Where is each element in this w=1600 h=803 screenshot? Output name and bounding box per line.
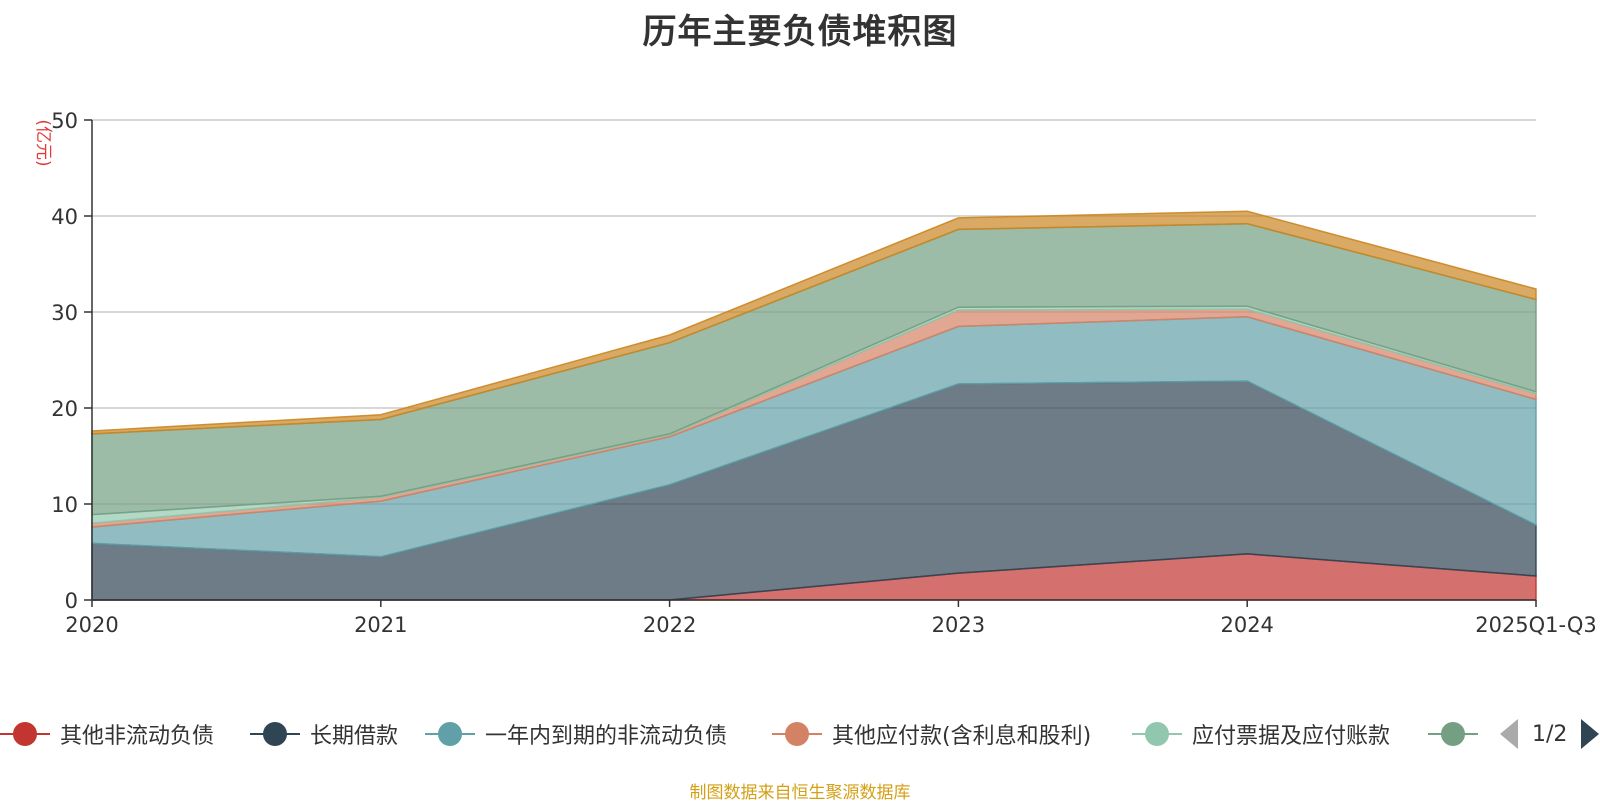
x-tick-label: 2025Q1-Q3: [1475, 613, 1597, 637]
legend-label: 一年内到期的非流动负债: [485, 724, 728, 749]
legend-next-icon[interactable]: [1581, 719, 1600, 749]
legend-item[interactable]: 长期借款: [250, 716, 398, 752]
legend-item[interactable]: 一年内到期的非流动负债: [425, 716, 727, 752]
legend[interactable]: 其他非流动负债 长期借款 一年内到期的非流动负债 其他应付款(含利息和股利) 应…: [0, 716, 1600, 752]
legend-item[interactable]: [1428, 716, 1488, 752]
data-source-note: 制图数据来自恒生聚源数据库: [689, 783, 911, 803]
x-tick-label: 2022: [643, 613, 696, 637]
axes: 0 10 20 30 40 50 2020 2021 2022 2023 2024 2025Q1-Q3: [51, 109, 1597, 637]
y-tick-label: 0: [65, 589, 78, 613]
legend-label: 其他非流动负债: [60, 724, 215, 749]
legend-marker-icon: [1428, 719, 1478, 749]
chart-area: 0 10 20 30 40 50 2020 2021 2022 2023 2024 2025Q1-Q3…: [33, 109, 1597, 637]
y-tick-label: 40: [51, 205, 78, 229]
y-tick-label: 10: [51, 493, 78, 517]
y-axis-unit-label: (亿元): [33, 119, 53, 166]
legend-item[interactable]: 其他应付款(含利息和股利): [772, 716, 1091, 752]
legend-page-indicator: 1/2: [1532, 721, 1568, 747]
legend-marker-icon: [0, 719, 50, 749]
y-tick-label: 30: [51, 301, 78, 325]
legend-marker-icon: [1132, 719, 1182, 749]
legend-marker-icon: [772, 719, 822, 749]
chart-title: 历年主要负债堆积图: [642, 12, 958, 52]
legend-marker-icon: [425, 719, 475, 749]
series-layer: [91, 210, 1537, 601]
legend-prev-icon[interactable]: [1500, 719, 1518, 749]
legend-marker-icon: [250, 719, 300, 749]
x-tick-label: 2023: [932, 613, 985, 637]
legend-label: 应付票据及应付账款: [1192, 724, 1391, 749]
legend-label: 长期借款: [310, 724, 399, 749]
x-tick-label: 2020: [65, 613, 118, 637]
area-series: [91, 210, 1537, 435]
x-tick-label: 2024: [1220, 613, 1273, 637]
legend-item[interactable]: 应付票据及应付账款: [1132, 716, 1390, 752]
y-tick-label: 50: [51, 109, 78, 133]
legend-pager: 1/2: [1500, 716, 1600, 752]
legend-item[interactable]: 其他非流动负债: [0, 716, 214, 752]
y-tick-label: 20: [51, 397, 78, 421]
x-tick-label: 2021: [354, 613, 407, 637]
legend-label: 其他应付款(含利息和股利): [832, 724, 1092, 749]
